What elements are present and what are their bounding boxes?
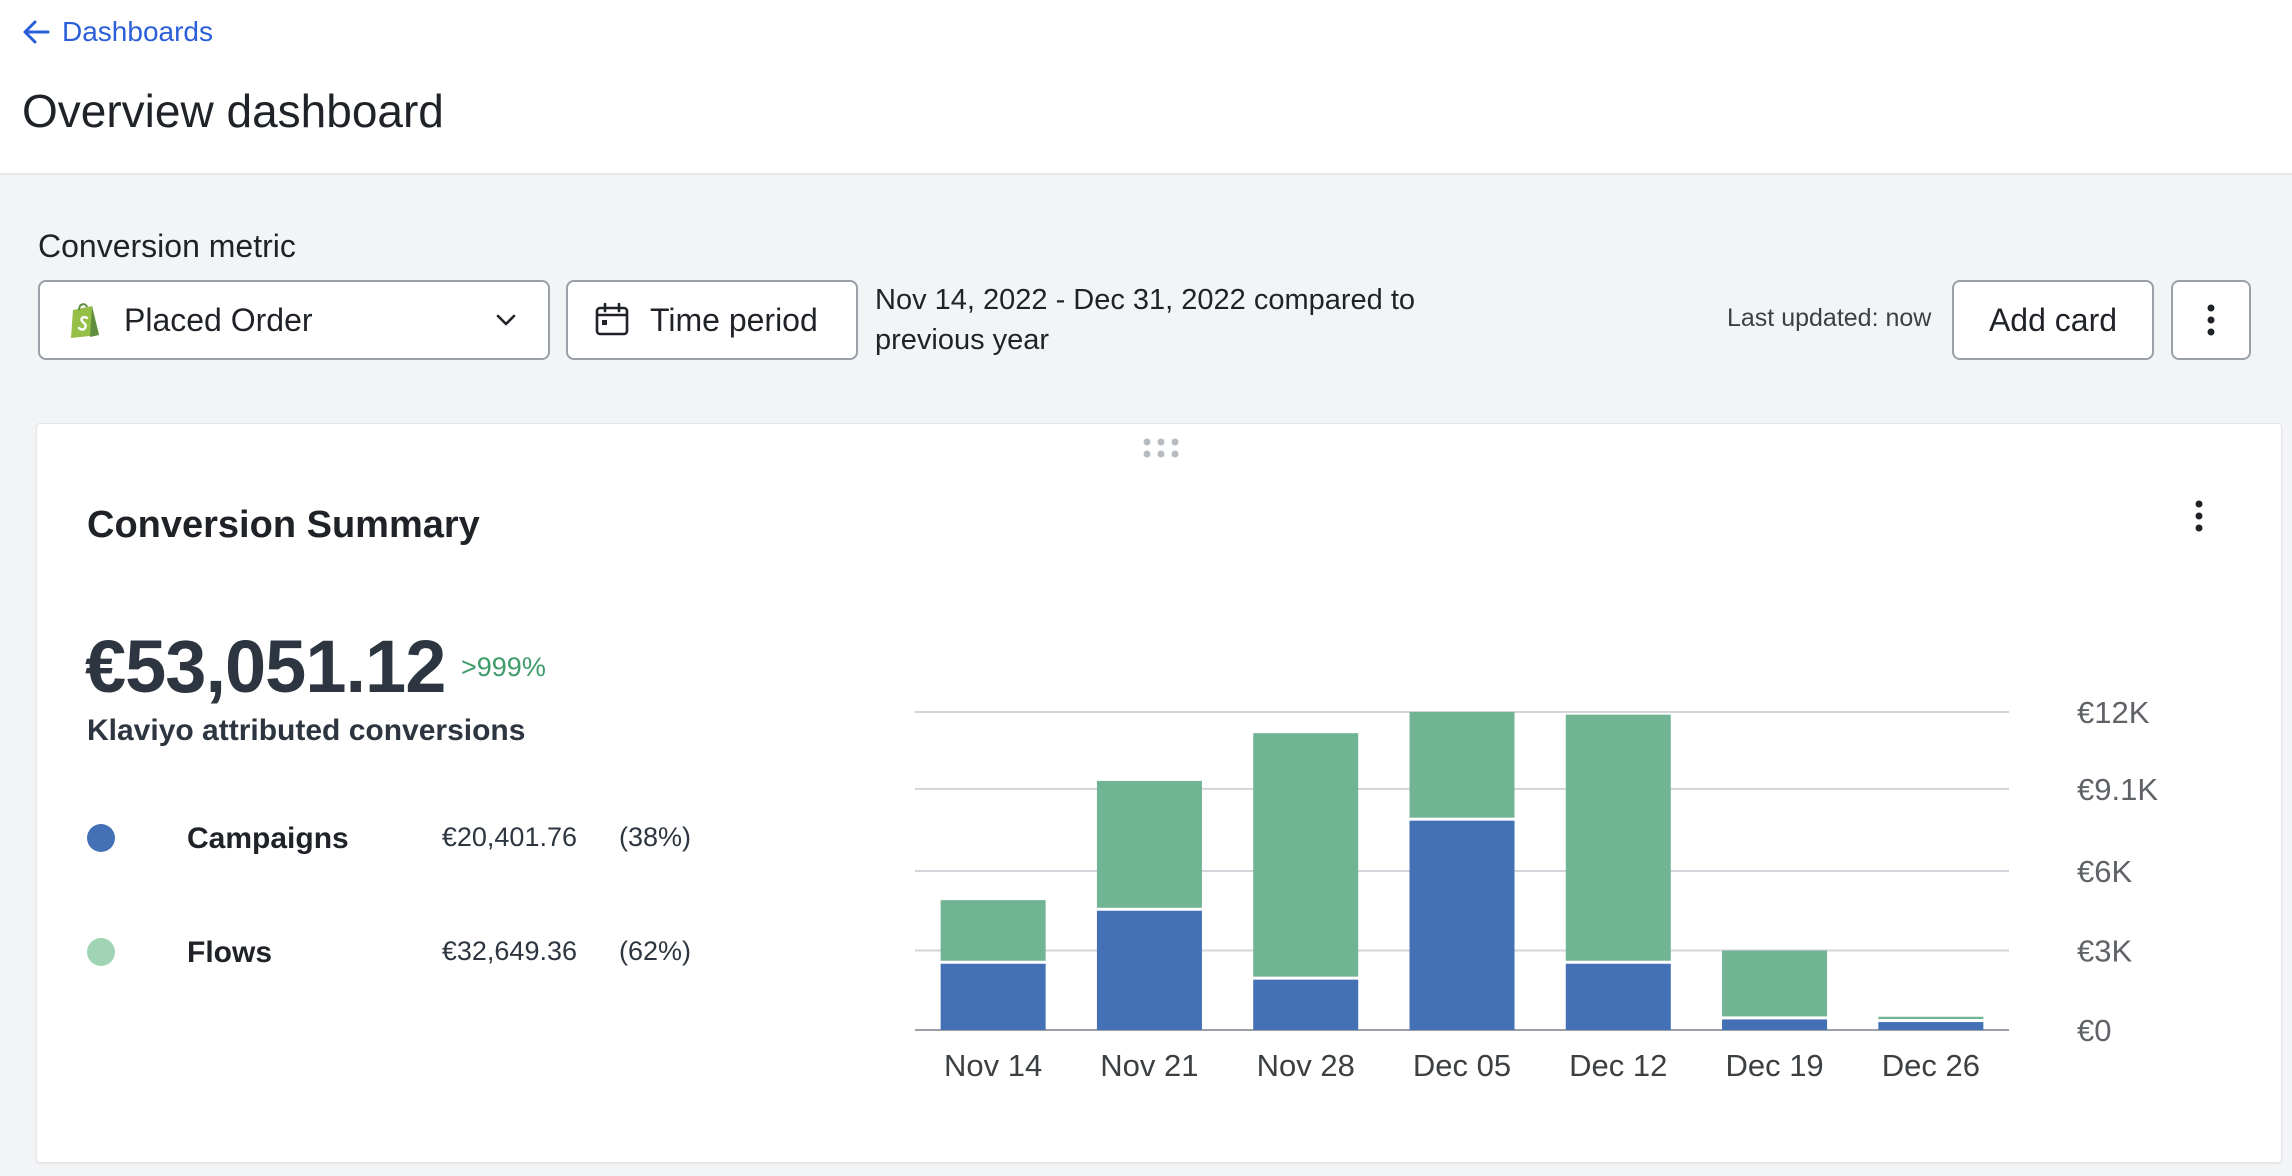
y-tick-label: €6K — [2077, 854, 2132, 889]
x-tick-label: Nov 28 — [1257, 1048, 1355, 1083]
time-period-label: Time period — [650, 301, 818, 338]
bar-flows-nov-21[interactable] — [1096, 780, 1202, 908]
bar-campaigns-dec-12[interactable] — [1565, 963, 1671, 1030]
bar-flows-nov-28[interactable] — [1253, 733, 1359, 977]
bar-flows-dec-12[interactable] — [1565, 714, 1671, 961]
date-range-line-1: Nov 14, 2022 - Dec 31, 2022 compared to — [875, 284, 1416, 316]
x-tick-label: Dec 26 — [1882, 1048, 1980, 1083]
bar-flows-dec-05[interactable] — [1409, 712, 1515, 818]
conversion-metric-select[interactable]: Placed Order — [38, 280, 550, 360]
bar-campaigns-dec-05[interactable] — [1409, 820, 1515, 1030]
card-title: Conversion Summary — [87, 504, 480, 546]
back-link-label: Dashboards — [62, 16, 213, 47]
x-tick-label: Dec 12 — [1569, 1048, 1667, 1083]
bar-campaigns-nov-28[interactable] — [1253, 979, 1359, 1030]
legend-dot-flows — [87, 938, 115, 966]
total-change-badge: >999% — [461, 652, 546, 682]
legend-value: €20,401.76 — [441, 822, 577, 852]
bar-campaigns-nov-21[interactable] — [1096, 910, 1202, 1030]
bar-flows-dec-19[interactable] — [1722, 950, 1828, 1017]
shopify-bag-icon — [71, 303, 99, 338]
y-tick-label: €3K — [2077, 934, 2132, 969]
dashboard-more-button[interactable] — [2171, 280, 2251, 360]
legend-percent: (62%) — [619, 936, 692, 966]
date-range-text: Nov 14, 2022 - Dec 31, 2022 compared to … — [875, 280, 1435, 360]
chevron-down-icon — [496, 314, 516, 326]
total-conversion-value: €53,051.12 — [85, 625, 446, 708]
calendar-icon — [595, 302, 629, 336]
drag-handle-icon[interactable] — [1141, 436, 1181, 460]
legend-dot-campaigns — [87, 824, 115, 852]
total-conversion-label: Klaviyo attributed conversions — [87, 714, 526, 747]
last-updated-text: Last updated: now — [1727, 304, 1932, 332]
legend-value: €32,649.36 — [441, 936, 577, 966]
page-title: Overview dashboard — [22, 85, 444, 137]
y-tick-label: €0 — [2077, 1013, 2111, 1048]
back-to-dashboards-link[interactable]: Dashboards — [20, 16, 213, 48]
bar-campaigns-dec-26[interactable] — [1878, 1022, 1984, 1030]
legend-name: Flows — [187, 936, 273, 969]
conversion-bar-chart: €0 €3K €6K €9.1K €12K Nov 14 Nov 21 Nov 28 Dec 0… — [915, 695, 2158, 1083]
card-more-button[interactable] — [2177, 494, 2221, 538]
y-tick-label: €9.1K — [2077, 772, 2158, 807]
metric-select-value: Placed Order — [124, 301, 313, 338]
legend-percent: (38%) — [619, 822, 692, 852]
arrow-left-icon — [23, 20, 50, 44]
bar-flows-nov-14[interactable] — [940, 900, 1046, 961]
x-tick-label: Dec 05 — [1413, 1048, 1511, 1083]
time-period-button[interactable]: Time period — [566, 280, 858, 360]
add-card-button[interactable]: Add card — [1952, 280, 2154, 360]
x-tick-label: Nov 14 — [944, 1048, 1042, 1083]
more-vertical-icon — [2195, 500, 2203, 532]
x-tick-label: Nov 21 — [1100, 1048, 1198, 1083]
legend-name: Campaigns — [187, 822, 349, 855]
bar-campaigns-dec-19[interactable] — [1722, 1019, 1828, 1030]
conversion-summary-card: Conversion Summary €53,051.12 >999% Klav… — [36, 423, 2282, 1163]
more-vertical-icon — [2207, 304, 2215, 336]
bar-flows-dec-26[interactable] — [1878, 1016, 1984, 1020]
add-card-label: Add card — [1988, 301, 2118, 338]
x-tick-label: Dec 19 — [1725, 1048, 1823, 1083]
date-range-line-2: previous year — [875, 324, 1050, 356]
conversion-metric-label: Conversion metric — [38, 228, 296, 264]
page-header: Dashboards Overview dashboard — [0, 0, 2292, 175]
bar-campaigns-nov-14[interactable] — [940, 963, 1046, 1030]
y-tick-label: €12K — [2077, 695, 2150, 730]
